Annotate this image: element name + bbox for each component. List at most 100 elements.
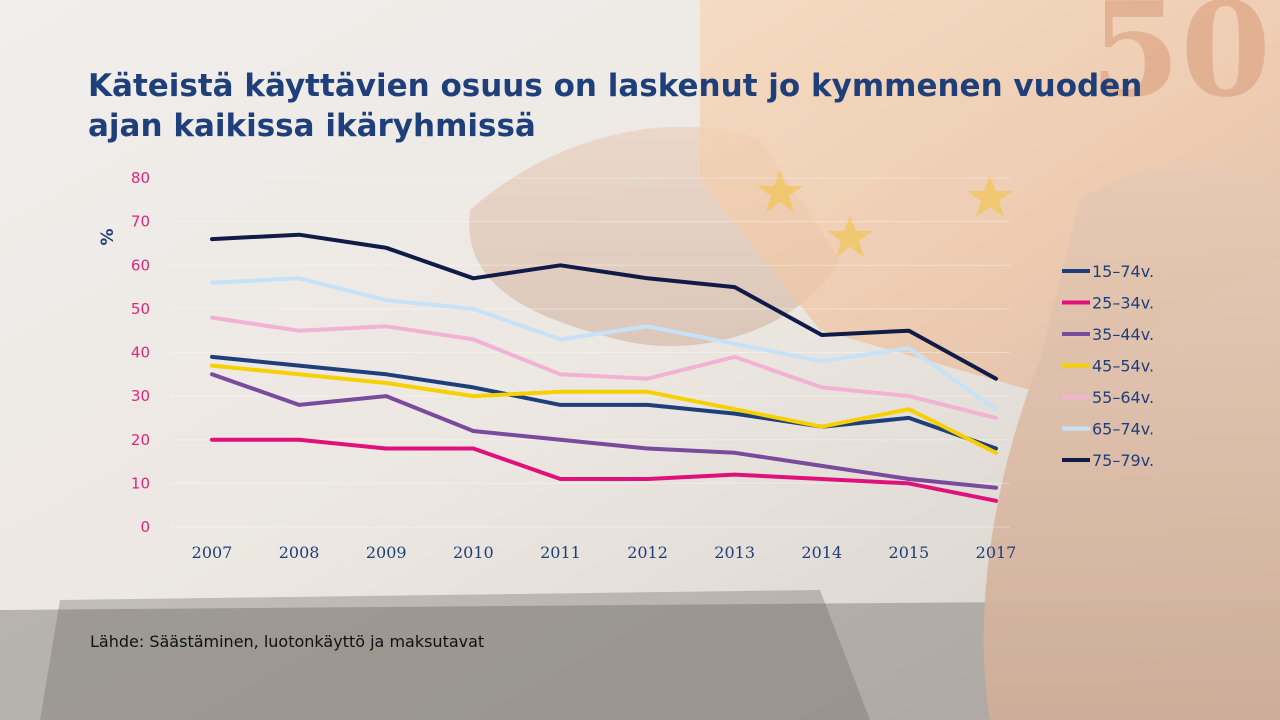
x-tick-label: 2015 (889, 543, 930, 562)
data-point (471, 446, 475, 450)
data-point (558, 438, 562, 442)
x-tick-label: 2014 (801, 543, 842, 562)
data-point (558, 477, 562, 481)
data-point (994, 486, 998, 490)
data-point (471, 394, 475, 398)
data-point (994, 451, 998, 455)
data-point (820, 385, 824, 389)
series-line (210, 354, 998, 451)
data-point (994, 377, 998, 381)
data-point (733, 473, 737, 477)
data-point (994, 499, 998, 503)
page-title: Käteistä käyttävien osuus on laskenut jo… (88, 68, 1143, 144)
data-point (646, 377, 650, 381)
data-point (733, 451, 737, 455)
series-line (210, 363, 998, 455)
data-point (646, 477, 650, 481)
data-point (384, 372, 388, 376)
x-tick-label: 2009 (366, 543, 407, 562)
legend-label: 25–34v. (1092, 294, 1154, 313)
y-tick-label: 50 (131, 300, 150, 318)
data-point (907, 477, 911, 481)
data-point (471, 429, 475, 433)
data-point (820, 359, 824, 363)
series-line (210, 372, 998, 490)
data-point (297, 329, 301, 333)
legend-label: 35–44v. (1092, 325, 1154, 344)
legend: 15–74v. 25–34v. 35–44v. 45–54v. 55–64v. 65–74… (1062, 262, 1154, 470)
data-point (994, 407, 998, 411)
series-line (210, 315, 998, 420)
data-point (384, 394, 388, 398)
data-point (646, 276, 650, 280)
data-point (558, 403, 562, 407)
series-line (210, 437, 998, 503)
legend-label: 15–74v. (1092, 262, 1154, 281)
data-point (297, 403, 301, 407)
data-point (646, 403, 650, 407)
y-tick-label: 70 (131, 213, 150, 231)
y-tick-label: 80 (131, 169, 150, 187)
data-point (907, 416, 911, 420)
data-point (471, 385, 475, 389)
data-point (297, 372, 301, 376)
data-point (384, 446, 388, 450)
data-point (820, 464, 824, 468)
legend-label: 45–54v. (1092, 357, 1154, 376)
data-point (558, 263, 562, 267)
x-tick-label: 2008 (279, 543, 320, 562)
legend-label: 75–79v. (1092, 451, 1154, 470)
y-tick-label: 20 (131, 431, 150, 449)
series-line (210, 276, 998, 412)
y-tick-label: 0 (140, 518, 150, 536)
y-axis-ticks: 0 10 20 30 40 50 60 70 80 (131, 169, 1010, 536)
data-point (646, 324, 650, 328)
y-axis-label: % (98, 228, 118, 245)
data-point (907, 346, 911, 350)
y-tick-label: 10 (131, 474, 150, 492)
data-point (558, 372, 562, 376)
data-point (384, 298, 388, 302)
legend-label: 55–64v. (1092, 388, 1154, 407)
data-point (820, 425, 824, 429)
data-point (210, 355, 214, 359)
data-point (646, 390, 650, 394)
series-line (210, 232, 998, 381)
y-tick-label: 40 (131, 344, 150, 362)
data-point (907, 481, 911, 485)
x-tick-label: 2007 (192, 543, 233, 562)
data-point (820, 477, 824, 481)
x-tick-label: 2013 (714, 543, 755, 562)
data-point (210, 438, 214, 442)
x-tick-label: 2012 (627, 543, 668, 562)
data-point (733, 342, 737, 346)
data-point (384, 381, 388, 385)
data-point (210, 237, 214, 241)
data-point (210, 372, 214, 376)
data-point (210, 316, 214, 320)
x-tick-label: 2017 (976, 543, 1017, 562)
svg-text:50: 50 (1090, 0, 1271, 126)
series-lines (210, 232, 998, 503)
data-point (733, 285, 737, 289)
data-point (471, 307, 475, 311)
data-point (994, 416, 998, 420)
y-tick-label: 30 (131, 387, 150, 405)
data-point (820, 333, 824, 337)
data-point (297, 233, 301, 237)
x-axis-ticks: 2007 2008 2009 2010 2011 2012 2013 2014 2015 2017 (192, 543, 1017, 562)
x-tick-label: 2011 (540, 543, 581, 562)
data-point (210, 281, 214, 285)
data-point (733, 355, 737, 359)
data-point (907, 329, 911, 333)
x-tick-label: 2010 (453, 543, 494, 562)
data-point (384, 246, 388, 250)
data-point (471, 337, 475, 341)
data-point (384, 324, 388, 328)
legend-label: 65–74v. (1092, 420, 1154, 439)
data-point (994, 446, 998, 450)
data-point (297, 364, 301, 368)
source-note: Lähde: Säästäminen, luotonkäyttö ja maks… (90, 632, 485, 651)
